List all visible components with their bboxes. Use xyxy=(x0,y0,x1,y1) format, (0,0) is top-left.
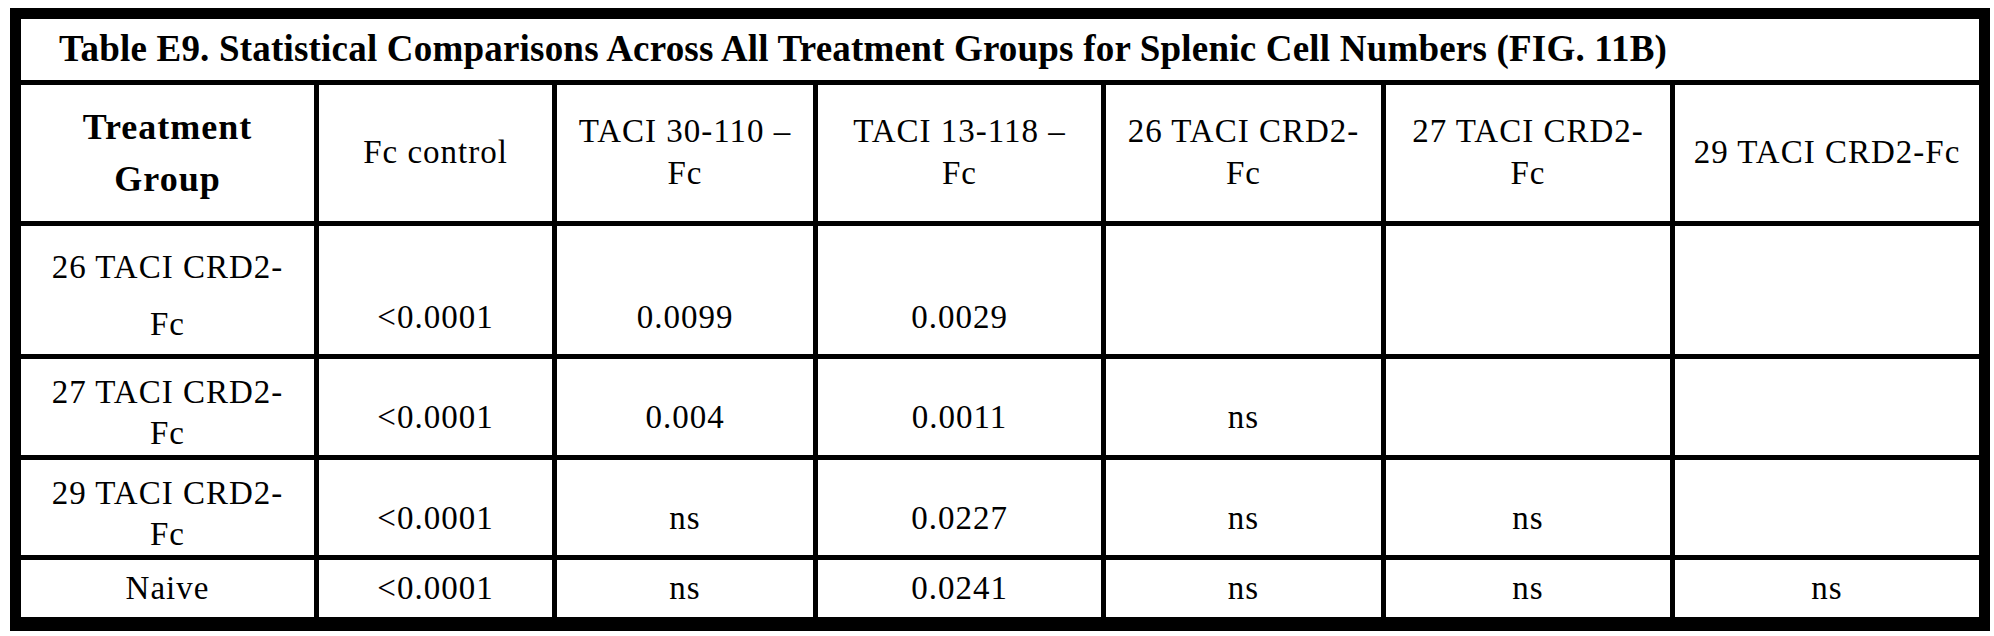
value-cell: 0.0241 xyxy=(816,558,1104,620)
header-treatment-group: Treatment Group xyxy=(19,82,317,223)
header-label: 29 TACI CRD2-Fc xyxy=(1694,134,1961,170)
value-cell: 0.004 xyxy=(555,357,816,458)
row-label: 26 TACI CRD2-Fc xyxy=(19,223,317,357)
table-title-row: Table E9. Statistical Comparisons Across… xyxy=(19,17,1982,83)
value-cell: ns xyxy=(1384,457,1673,558)
value-cell xyxy=(1384,357,1673,458)
value-cell: 0.0029 xyxy=(816,223,1104,357)
row-label: 29 TACI CRD2-Fc xyxy=(19,457,317,558)
table-row: 27 TACI CRD2-Fc <0.0001 0.004 0.0011 ns xyxy=(19,357,1982,458)
value-cell xyxy=(1384,223,1673,357)
header-label: 26 TACI CRD2-Fc xyxy=(1121,111,1366,194)
value-cell: ns xyxy=(1104,357,1384,458)
value-cell: 0.0011 xyxy=(816,357,1104,458)
value-cell: ns xyxy=(555,457,816,558)
value-cell: <0.0001 xyxy=(317,357,555,458)
header-29-taci-crd2-fc: 29 TACI CRD2-Fc xyxy=(1673,82,1982,223)
value-cell: ns xyxy=(1104,457,1384,558)
row-label-text: 29 TACI CRD2-Fc xyxy=(45,473,290,556)
header-label: Treatment Group xyxy=(53,101,283,205)
header-taci-30-110-fc: TACI 30-110 – Fc xyxy=(555,82,816,223)
row-label: 27 TACI CRD2-Fc xyxy=(19,357,317,458)
table-e9: Table E9. Statistical Comparisons Across… xyxy=(16,14,1984,622)
header-26-taci-crd2-fc: 26 TACI CRD2-Fc xyxy=(1104,82,1384,223)
header-taci-13-118-fc: TACI 13-118 – Fc xyxy=(816,82,1104,223)
table-title: Table E9. Statistical Comparisons Across… xyxy=(19,17,1982,83)
value-cell: 0.0099 xyxy=(555,223,816,357)
table-header-row: Treatment Group Fc control TACI 30-110 –… xyxy=(19,82,1982,223)
document-page: Table E9. Statistical Comparisons Across… xyxy=(0,0,1994,636)
header-label: Fc control xyxy=(363,134,508,170)
value-cell: ns xyxy=(1673,558,1982,620)
table-row: 26 TACI CRD2-Fc <0.0001 0.0099 0.0029 xyxy=(19,223,1982,357)
value-cell: ns xyxy=(1104,558,1384,620)
value-cell xyxy=(1673,223,1982,357)
row-label-text: Naive xyxy=(126,570,210,606)
value-cell: ns xyxy=(1384,558,1673,620)
value-cell: <0.0001 xyxy=(317,457,555,558)
row-label-text: 26 TACI CRD2-Fc xyxy=(45,239,290,355)
header-label: TACI 30-110 – Fc xyxy=(563,111,808,194)
row-label-text: 27 TACI CRD2-Fc xyxy=(45,372,290,455)
value-cell xyxy=(1673,357,1982,458)
header-label: TACI 13-118 – Fc xyxy=(837,111,1082,194)
value-cell: 0.0227 xyxy=(816,457,1104,558)
value-cell xyxy=(1104,223,1384,357)
table-e9-frame: Table E9. Statistical Comparisons Across… xyxy=(10,8,1990,631)
value-cell: <0.0001 xyxy=(317,558,555,620)
table-row: 29 TACI CRD2-Fc <0.0001 ns 0.0227 ns ns xyxy=(19,457,1982,558)
row-label: Naive xyxy=(19,558,317,620)
header-27-taci-crd2-fc: 27 TACI CRD2-Fc xyxy=(1384,82,1673,223)
header-label: 27 TACI CRD2-Fc xyxy=(1406,111,1651,194)
value-cell xyxy=(1673,457,1982,558)
value-cell: ns xyxy=(555,558,816,620)
value-cell: <0.0001 xyxy=(317,223,555,357)
header-fc-control: Fc control xyxy=(317,82,555,223)
table-row: Naive <0.0001 ns 0.0241 ns ns ns xyxy=(19,558,1982,620)
